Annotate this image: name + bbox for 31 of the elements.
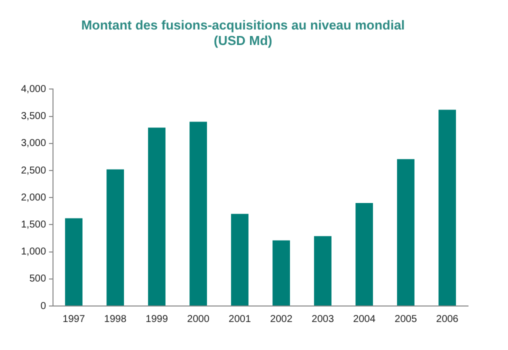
y-tick-label: 3,000	[20, 138, 46, 150]
chart-subtitle: (USD Md)	[214, 32, 272, 48]
bar	[190, 122, 207, 306]
bar	[314, 236, 332, 306]
y-tick-label: 2,500	[20, 165, 46, 176]
bar	[272, 240, 290, 306]
bar	[65, 218, 82, 306]
y-tick-label: 2,000	[20, 192, 46, 204]
y-tick-label: 1,000	[20, 246, 46, 258]
bar	[438, 110, 456, 306]
x-tick-label: 1997	[62, 314, 86, 325]
x-tick-label: 2001	[228, 314, 252, 325]
x-tick-label: 2003	[312, 314, 334, 325]
y-tick-label: 1,500	[20, 219, 46, 230]
bar	[106, 169, 124, 306]
y-tick-label: 3,500	[20, 111, 46, 122]
x-tick-label: 1999	[146, 314, 168, 325]
bar	[397, 159, 414, 306]
bar	[231, 214, 248, 306]
x-tick-label: 2000	[187, 314, 210, 325]
x-tick-label: 1998	[104, 314, 127, 325]
x-tick-label: 2006	[436, 314, 459, 325]
y-tick-label: 0	[40, 300, 46, 312]
y-tick-label: 4,000	[20, 84, 46, 95]
y-tick-label: 500	[29, 274, 46, 285]
bar	[356, 203, 373, 306]
chart-title: Montant des fusions-acquisitions au niveau mondial	[81, 17, 405, 32]
x-tick-label: 2002	[270, 314, 293, 325]
x-tick-label: 2004	[353, 314, 376, 325]
x-tick-label: 2005	[394, 314, 418, 325]
bar	[148, 128, 166, 306]
